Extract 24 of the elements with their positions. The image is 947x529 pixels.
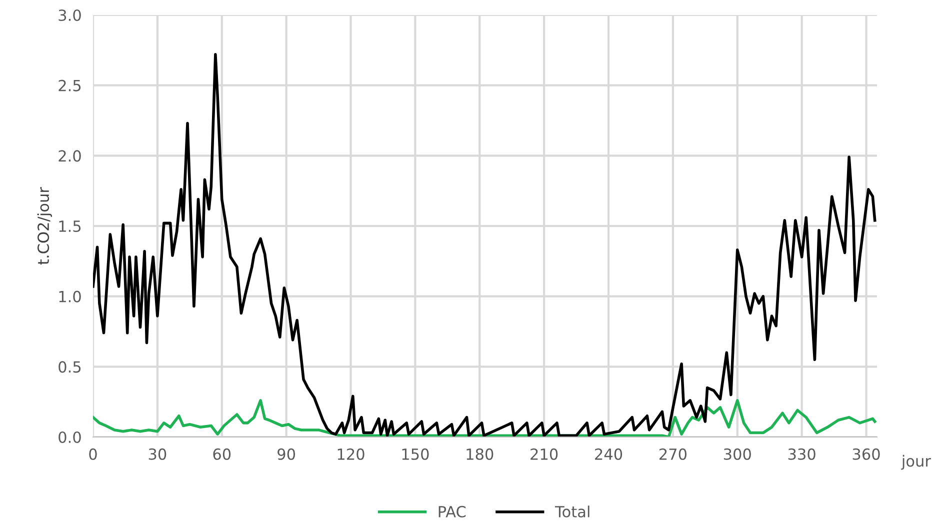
x-tick-label: 0 [89,448,97,460]
y-tick-label: 0.0 [58,431,81,444]
x-tick-label: 210 [530,448,558,460]
y-axis-title: t.CO2/jour [37,187,52,265]
x-tick-label: 60 [213,448,231,460]
x-tick-label: 270 [659,448,687,460]
x-tick-label: 330 [788,448,816,460]
y-tick-label: 0.5 [58,361,81,373]
x-axis-title: jour [901,454,931,470]
legend-label: Total [554,506,590,518]
y-tick-label: 1.5 [59,220,81,232]
x-tick-label: 30 [148,448,166,460]
x-tick-label: 360 [852,448,880,460]
x-tick-label: 300 [724,448,751,460]
y-tick-label: 3.0 [58,9,81,22]
legend-label: PAC [438,506,466,518]
y-tick-label: 1.0 [59,290,81,302]
x-tick-label: 180 [466,448,494,460]
x-tick-label: 240 [595,448,622,460]
x-tick-label: 90 [278,448,296,460]
x-tick-label: 120 [338,448,364,460]
y-tick-label: 2.0 [58,150,81,162]
x-tick-label: 150 [402,448,429,460]
y-tick-label: 2.5 [58,80,81,92]
